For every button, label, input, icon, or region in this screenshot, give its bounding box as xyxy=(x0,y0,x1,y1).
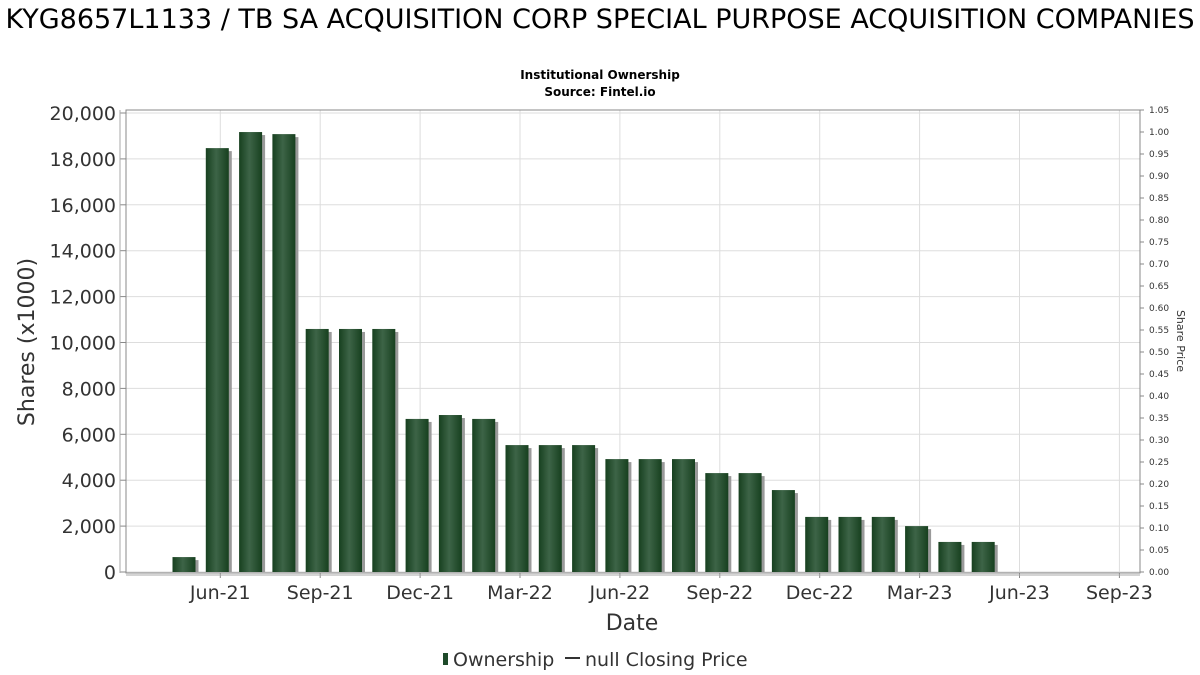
bar xyxy=(205,148,229,572)
y-tick-label: 10,000 xyxy=(50,333,116,355)
y-tick-label: 0 xyxy=(104,562,116,584)
y2-tick-label: 0.10 xyxy=(1149,524,1169,534)
bar xyxy=(738,473,762,572)
y2-tick-label: 0.60 xyxy=(1149,304,1169,314)
bar xyxy=(771,490,795,572)
y2-tick-label: 1.05 xyxy=(1149,106,1169,116)
y2-tick-label: 0.00 xyxy=(1149,568,1169,578)
y2-tick-label: 0.20 xyxy=(1149,480,1169,490)
bar xyxy=(938,541,962,572)
x-tick-label: Jun-22 xyxy=(589,582,651,604)
bar xyxy=(838,516,862,572)
y2-tick-label: 0.25 xyxy=(1149,458,1169,468)
legend-price-label: null Closing Price xyxy=(585,649,748,671)
bar xyxy=(572,445,596,572)
legend-ownership-label: Ownership xyxy=(453,649,554,671)
y2-tick-label: 0.75 xyxy=(1149,238,1169,248)
y2-tick-label: 0.30 xyxy=(1149,436,1169,446)
y2-tick-label: 1.00 xyxy=(1149,128,1169,138)
y-tick-label: 4,000 xyxy=(62,470,116,492)
y-tick-label: 18,000 xyxy=(50,149,116,171)
bar xyxy=(638,459,662,572)
x-tick-label: Sep-23 xyxy=(1086,582,1153,604)
chart-title: KYG8657L1133 / TB SA ACQUISITION CORP SP… xyxy=(5,4,1195,35)
chart-source: Source: Fintel.io xyxy=(544,85,656,99)
y-tick-label: 6,000 xyxy=(62,424,116,446)
bar xyxy=(971,541,995,572)
bar xyxy=(172,557,196,572)
bar xyxy=(805,516,829,572)
y2-tick-label: 0.15 xyxy=(1149,502,1169,512)
y-tick-label: 2,000 xyxy=(62,516,116,538)
y-tick-label: 8,000 xyxy=(62,378,116,400)
y2-tick-label: 0.65 xyxy=(1149,282,1169,292)
bar xyxy=(605,459,629,572)
bar xyxy=(305,328,329,572)
x-tick-label: Sep-22 xyxy=(686,582,753,604)
y-tick-label: 20,000 xyxy=(50,103,116,125)
bar xyxy=(438,415,462,572)
y2-tick-label: 0.55 xyxy=(1149,326,1169,336)
y2-tick-label: 0.40 xyxy=(1149,392,1169,402)
chart-subtitle: Institutional Ownership xyxy=(520,68,680,82)
y-tick-label: 16,000 xyxy=(50,195,116,217)
y2-tick-label: 0.90 xyxy=(1149,172,1169,182)
y2-axis-title: Share Price xyxy=(1174,310,1187,372)
x-tick-label: Dec-22 xyxy=(786,582,854,604)
y2-tick-label: 0.05 xyxy=(1149,546,1169,556)
x-tick-label: Sep-21 xyxy=(287,582,354,604)
x-tick-label: Jun-23 xyxy=(988,582,1050,604)
y2-tick-label: 0.80 xyxy=(1149,216,1169,226)
bar xyxy=(672,459,695,572)
bar xyxy=(705,473,729,572)
y-tick-label: 12,000 xyxy=(50,287,116,309)
y2-tick-label: 0.95 xyxy=(1149,150,1169,160)
bar xyxy=(505,445,529,572)
x-tick-label: Mar-23 xyxy=(887,582,953,604)
bar xyxy=(405,418,429,572)
y2-tick-label: 0.70 xyxy=(1149,260,1169,270)
bar xyxy=(339,328,362,572)
bar xyxy=(905,526,929,572)
x-axis-title: Date xyxy=(606,611,659,636)
bar xyxy=(239,132,263,572)
bar xyxy=(538,445,562,572)
y2-tick-label: 0.85 xyxy=(1149,194,1169,204)
plot-border xyxy=(125,109,1141,574)
x-tick-label: Mar-22 xyxy=(487,582,553,604)
y2-tick-label: 0.35 xyxy=(1149,414,1169,424)
y-tick-label: 14,000 xyxy=(50,241,116,263)
bar xyxy=(871,516,895,572)
y-axis-title: Shares (x1000) xyxy=(15,258,40,426)
y2-tick-label: 0.45 xyxy=(1149,370,1169,380)
legend-ownership-swatch xyxy=(443,653,448,665)
bar xyxy=(272,134,296,572)
y2-tick-label: 0.50 xyxy=(1149,348,1169,358)
bar xyxy=(372,328,396,572)
bar xyxy=(472,418,496,572)
x-tick-label: Dec-21 xyxy=(386,582,454,604)
x-tick-label: Jun-21 xyxy=(189,582,251,604)
